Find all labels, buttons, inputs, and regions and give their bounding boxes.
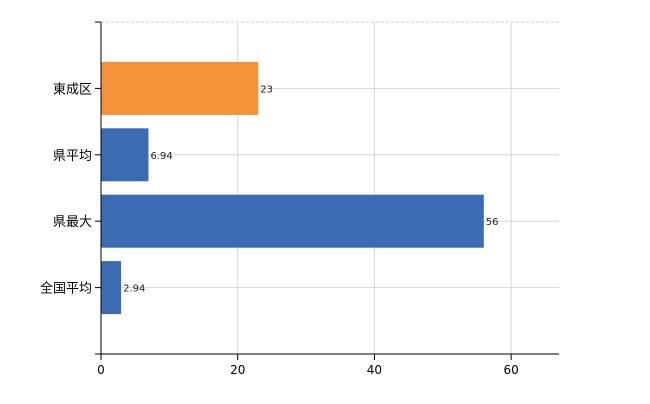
- bar-value-label: 56: [486, 217, 499, 228]
- y-tick-label: 全国平均: [40, 281, 92, 297]
- bar: [101, 128, 149, 182]
- y-tick-label: 県最大: [53, 215, 92, 230]
- x-tick-label: 60: [504, 363, 519, 377]
- x-tick-label: 40: [367, 363, 382, 377]
- x-tick-label: 20: [230, 363, 245, 377]
- y-tick-label: 県平均: [53, 149, 92, 164]
- bar-value-label: 6.94: [150, 151, 172, 162]
- bar: [101, 194, 484, 248]
- bar: [101, 61, 259, 115]
- bar-value-label: 2.94: [123, 284, 145, 295]
- y-tick-label: 東成区: [53, 81, 92, 97]
- x-tick-label: 0: [97, 363, 105, 377]
- bar-value-label: 23: [260, 84, 273, 95]
- bar: [101, 261, 122, 315]
